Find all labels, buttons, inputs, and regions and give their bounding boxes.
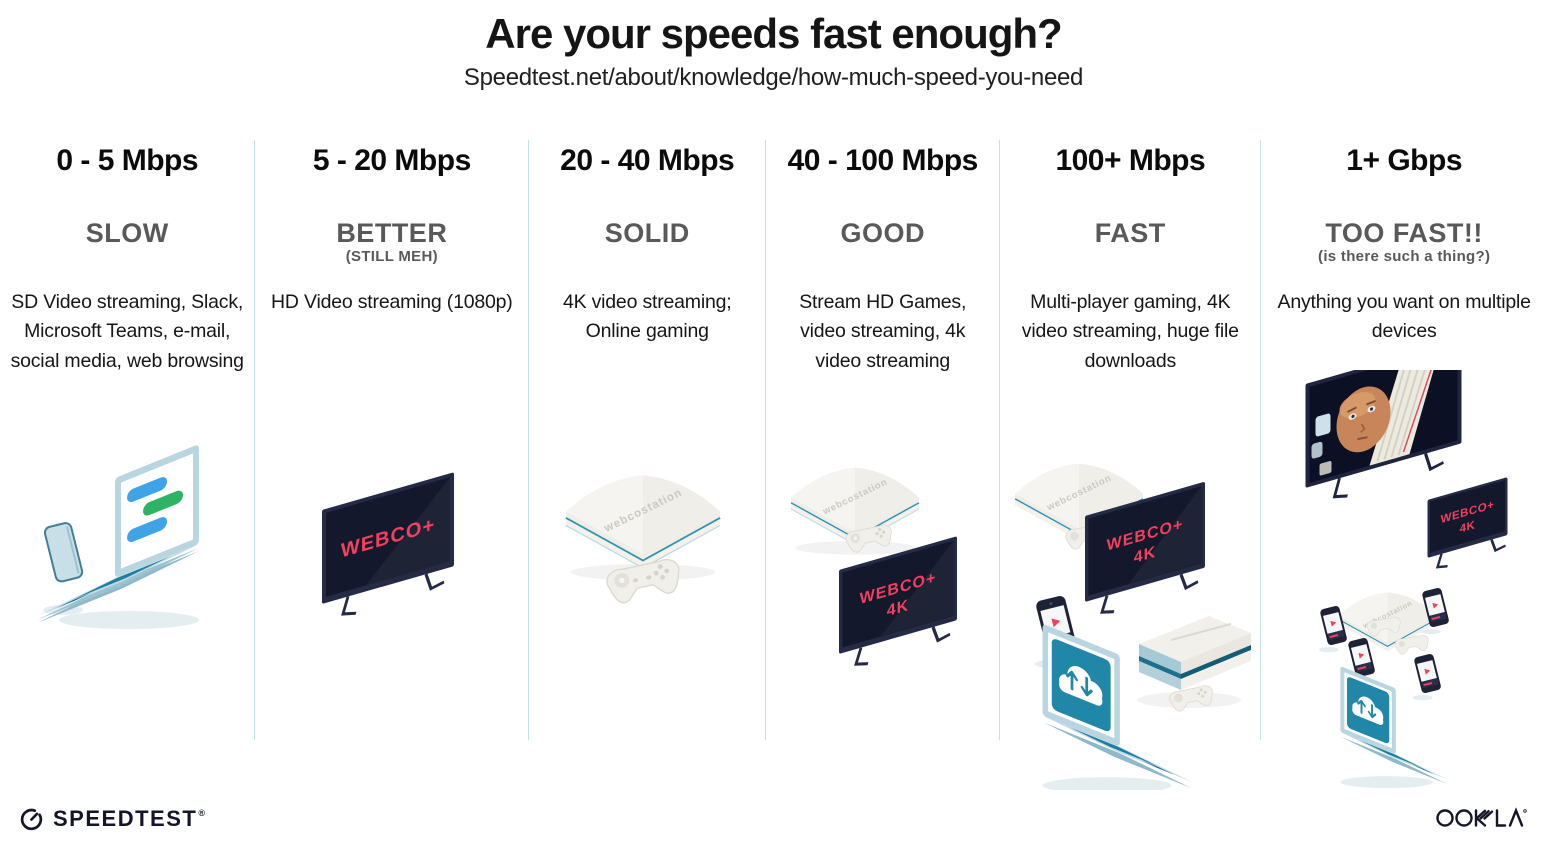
tv-4k-label: 4K	[886, 596, 908, 620]
laptop-cloud-icon	[1340, 666, 1448, 789]
registered-mark-icon	[1523, 808, 1527, 813]
game-controller-icon	[845, 524, 892, 553]
phone-video-icon	[1420, 588, 1449, 635]
speedtest-logo: SPEEDTEST®	[18, 806, 205, 833]
rating-note	[539, 248, 755, 270]
use-cases: HD Video streaming (1080p)	[271, 291, 513, 313]
game-console-illustration: webcostation	[565, 475, 721, 604]
everything-device-illustration: WEBCO+ 4K webcostation	[1305, 370, 1508, 789]
rating-label: FAST	[1094, 218, 1166, 248]
column-100-plus-mbps: 100+ Mbps FAST Multi-player gaming, 4K v…	[1000, 140, 1262, 790]
chat-bubble-icon	[127, 517, 168, 543]
rating-note	[1010, 248, 1250, 270]
use-cases: Anything you want on multiple devices	[1277, 291, 1531, 343]
speed-range: 100+ Mbps	[1055, 144, 1206, 177]
speed-range: 0 - 5 Mbps	[56, 144, 199, 177]
column-20-40-mbps: 20 - 40 Mbps SOLID 4K video streaming; O…	[529, 140, 767, 740]
rating-note	[10, 248, 244, 270]
speed-columns: 0 - 5 Mbps SLOW SD Video streaming, Slac…	[0, 140, 1547, 790]
phone-video-icon	[1318, 606, 1347, 653]
use-cases: Stream HD Games, video streaming, 4k vid…	[799, 291, 967, 372]
rating-label: SLOW	[85, 218, 169, 248]
speedtest-gauge-icon	[20, 808, 43, 830]
tv-4k-icon: WEBCO+ 4K	[1427, 477, 1508, 569]
play-icon	[1051, 618, 1061, 628]
rating-note	[776, 248, 989, 270]
ookla-wordmark-icon	[1436, 806, 1527, 827]
rating-note: (STILL MEH)	[345, 248, 438, 265]
ookla-logo	[1435, 804, 1527, 835]
footer: SPEEDTEST®	[18, 801, 1527, 837]
multi-device-illustration: webcostation WEBCO+ 4K	[1014, 463, 1252, 790]
page-title: Are your speeds fast enough?	[485, 10, 1062, 57]
rating-note: (is there such a thing?)	[1318, 248, 1491, 265]
rating-label: GOOD	[840, 218, 925, 248]
column-0-5-mbps: 0 - 5 Mbps SLOW SD Video streaming, Slac…	[0, 140, 256, 740]
use-cases: Multi-player gaming, 4K video streaming,…	[1021, 291, 1239, 372]
game-console-icon: webcostation	[1014, 463, 1144, 541]
tv-4k-label: 4K	[1460, 518, 1476, 535]
game-controller-icon	[1169, 685, 1214, 712]
speed-range: 5 - 20 Mbps	[312, 144, 471, 177]
flat-console-icon	[1137, 616, 1252, 708]
rating-label: TOO FAST!!	[1325, 218, 1483, 248]
laptop-chat-illustration	[37, 445, 200, 629]
chat-bubble-icon	[127, 477, 168, 503]
download-upload-arrows-icon	[1066, 670, 1093, 697]
phone-video-icon	[1412, 654, 1441, 701]
column-5-20-mbps: 5 - 20 Mbps BETTER (STILL MEH) HD Video …	[255, 140, 530, 740]
use-cases: SD Video streaming, Slack, Microsoft Tea…	[10, 291, 244, 372]
astronaut-scene	[1311, 370, 1440, 476]
speed-range: 20 - 40 Mbps	[560, 144, 735, 177]
speedtest-wordmark: SPEEDTEST®	[53, 805, 207, 831]
tv-4k-label: 4K	[1134, 543, 1156, 567]
game-controller-icon	[606, 559, 680, 604]
movie-tv-icon	[1305, 370, 1462, 499]
column-40-100-mbps: 40 - 100 Mbps GOOD Stream HD Games, vide…	[766, 140, 1001, 740]
laptop-keyboard	[74, 557, 170, 599]
rating-label: BETTER	[336, 218, 448, 248]
header: Are your speeds fast enough? Speedtest.n…	[0, 10, 1547, 92]
laptop-cloud-icon	[1042, 624, 1192, 790]
laptop-screen	[115, 445, 200, 577]
rating-label: SOLID	[604, 218, 690, 248]
game-console-icon: webcostation	[790, 467, 920, 555]
tv-4k-icon: WEBCO+ 4K	[838, 536, 957, 666]
chat-bubble-icon	[143, 490, 184, 516]
phone-icon	[44, 522, 84, 583]
hd-tv-illustration: WEBCO+	[321, 472, 454, 616]
speed-range: 1+ Gbps	[1346, 144, 1463, 177]
game-controller-icon	[1366, 616, 1401, 637]
column-1-plus-gbps: 1+ Gbps TOO FAST!! (is there such a thin…	[1261, 140, 1547, 789]
game-controller-icon	[1394, 634, 1429, 655]
console-and-4k-tv-illustration: webcostation	[790, 467, 957, 666]
page-subtitle: Speedtest.net/about/knowledge/how-much-s…	[463, 64, 1084, 91]
trademark-symbol: ®	[198, 807, 207, 818]
speed-range: 40 - 100 Mbps	[787, 144, 979, 177]
use-cases: 4K video streaming; Online gaming	[562, 291, 732, 343]
tv-icon: WEBCO+	[321, 472, 454, 616]
tv-4k-icon: WEBCO+ 4K	[1085, 482, 1206, 614]
laptop-trackpad	[56, 592, 92, 609]
